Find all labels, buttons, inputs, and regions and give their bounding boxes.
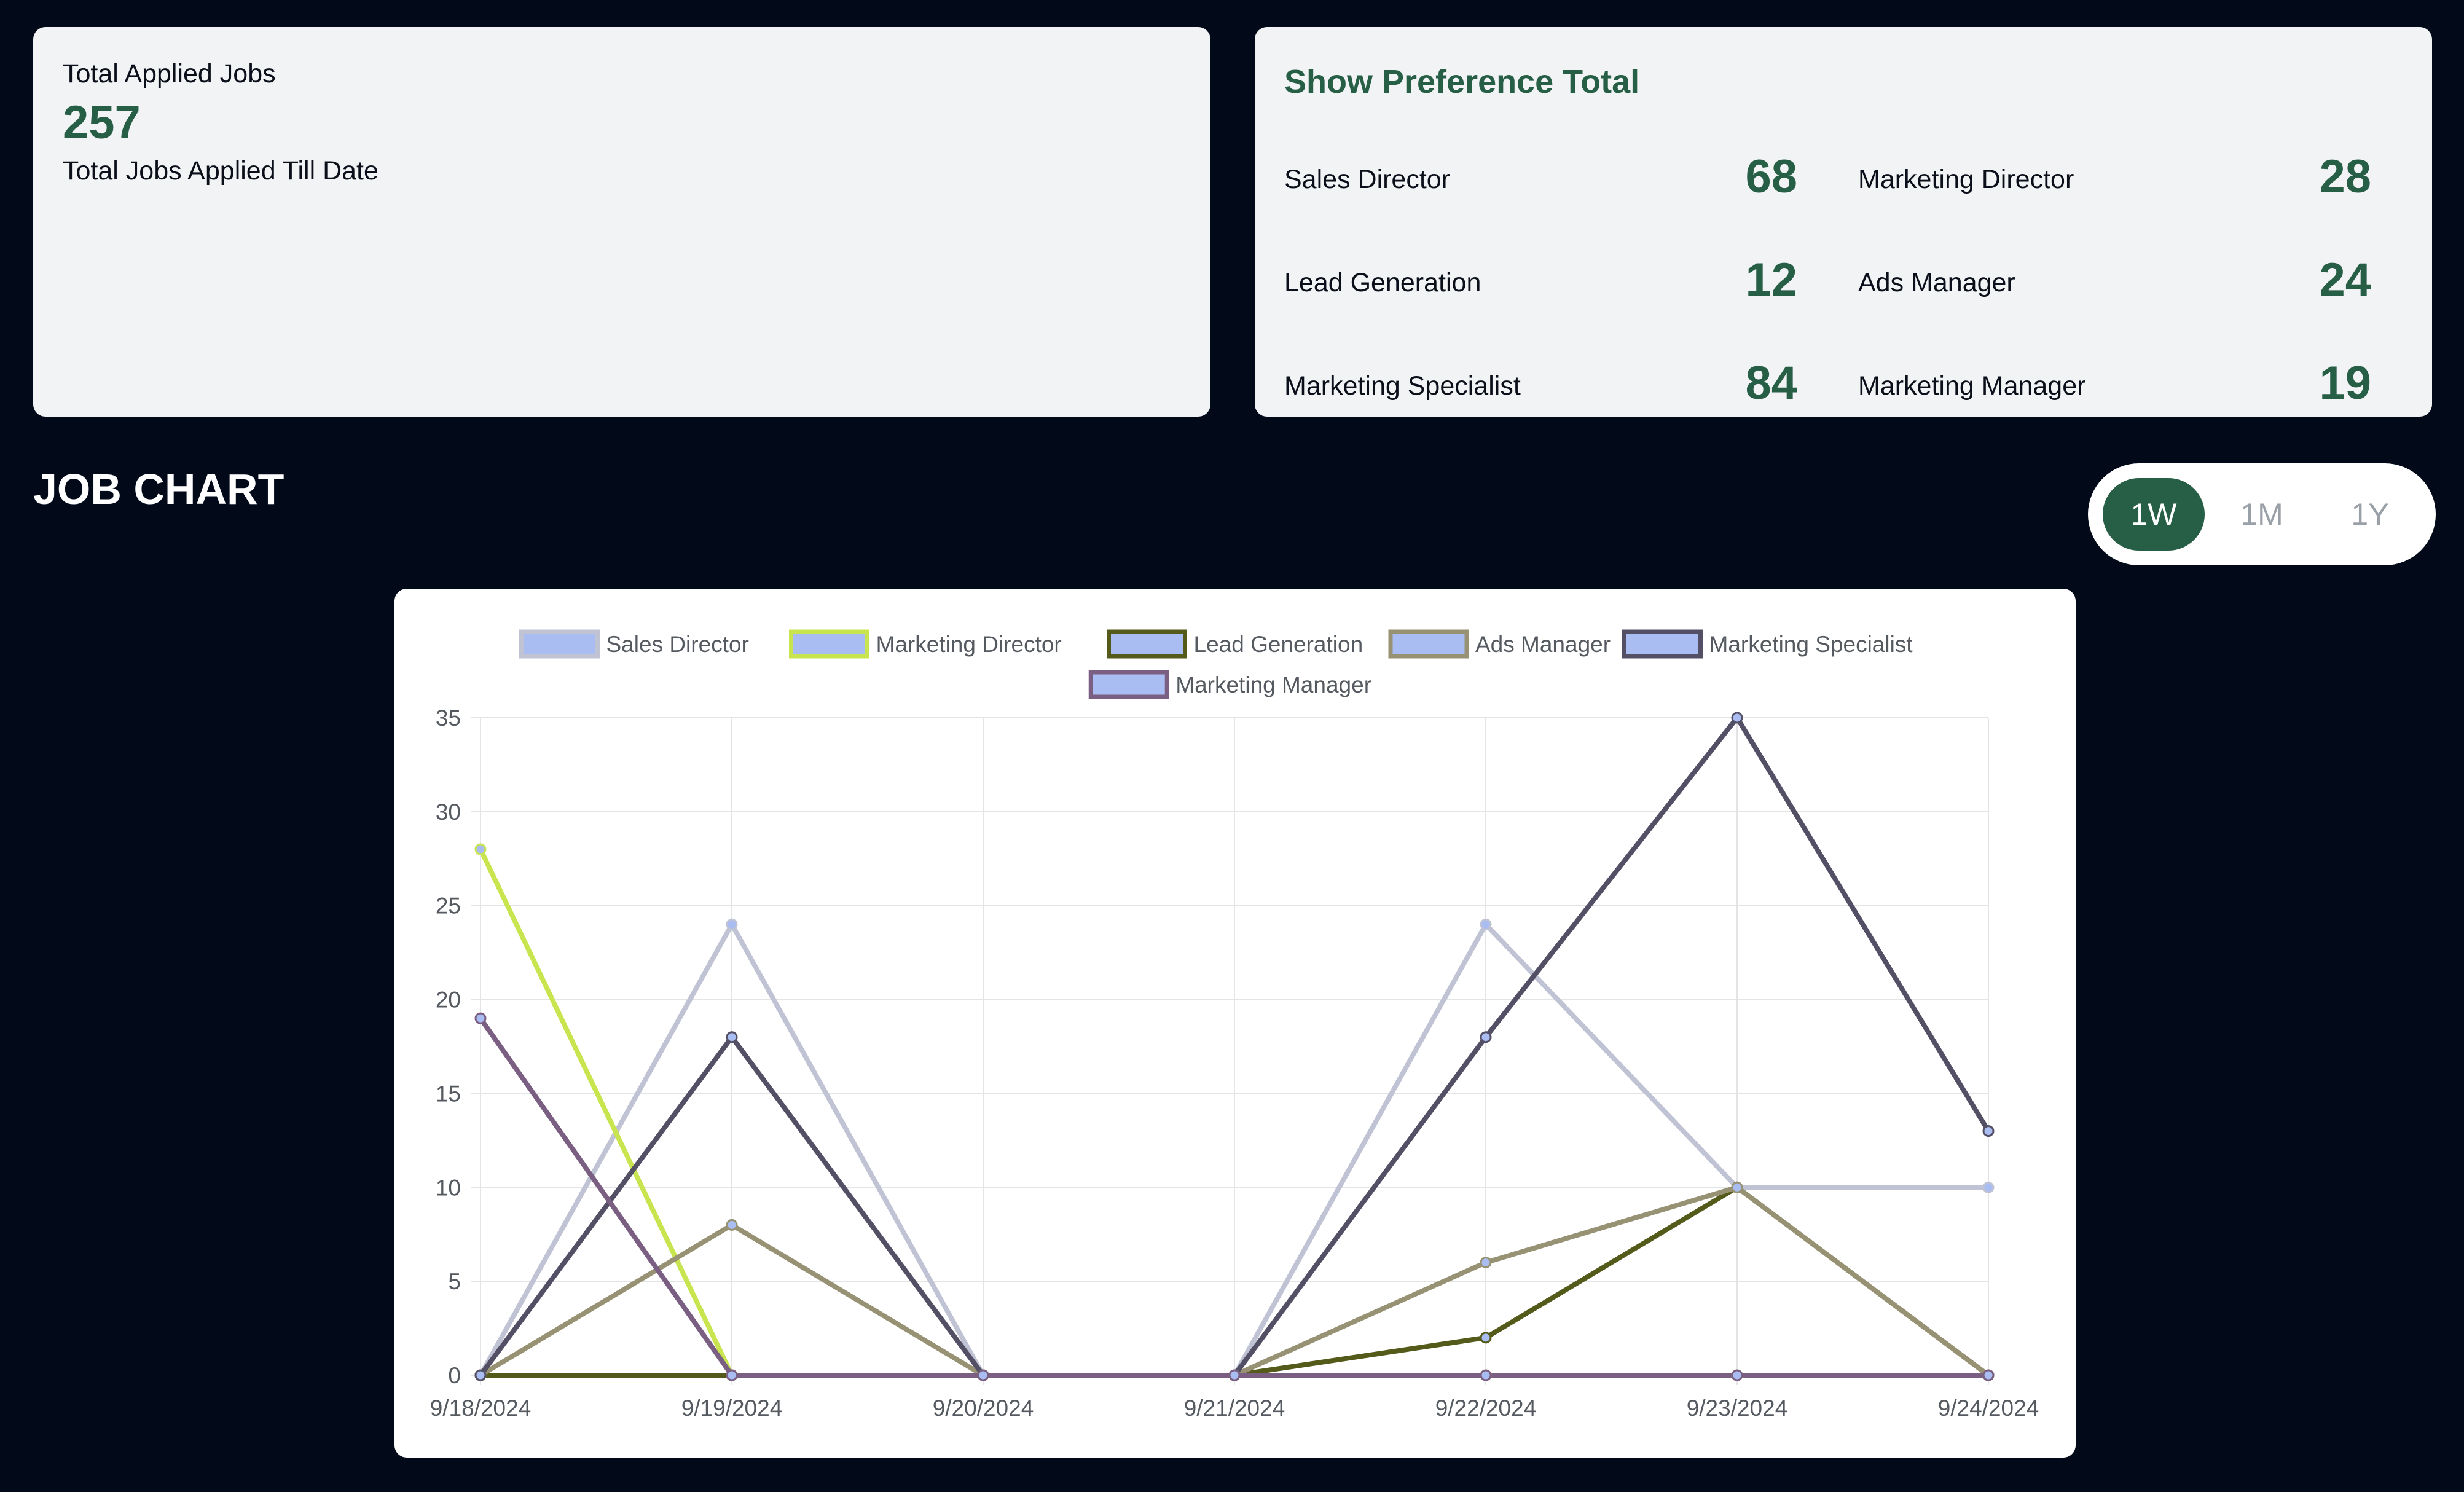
x-tick-label: 9/20/2024 xyxy=(933,1396,1034,1421)
pref-value-sales-director: 68 xyxy=(1745,151,1797,203)
legend-label: Ads Manager xyxy=(1475,632,1611,657)
preference-total-card: Show Preference Total Sales Director 68 … xyxy=(1255,27,2432,417)
y-tick-label: 20 xyxy=(436,987,461,1013)
data-point xyxy=(1480,1257,1492,1269)
x-tick-label: 9/19/2024 xyxy=(681,1396,783,1421)
data-point xyxy=(474,1369,487,1381)
total-applied-subtitle: Total Jobs Applied Till Date xyxy=(63,156,379,186)
data-point xyxy=(726,1031,738,1043)
job-chart-card: 0 5 10 15 20 25 30 35 9/18/2024 9/19/2024 9/20/202… xyxy=(394,589,2076,1458)
legend-label: Marketing Director xyxy=(876,632,1062,657)
y-tick-label: 10 xyxy=(436,1175,461,1200)
job-line-chart: 0 5 10 15 20 25 30 35 9/18/2024 9/19/2024 9/20/202… xyxy=(430,629,2039,1421)
pref-value-marketing-director: 28 xyxy=(2319,151,2371,203)
data-point xyxy=(474,1012,487,1024)
data-point xyxy=(726,1369,738,1381)
legend-label: Lead Generation xyxy=(1194,632,1363,657)
legend-label: Marketing Specialist xyxy=(1709,632,1913,657)
range-toggle: 1W 1M 1Y xyxy=(2088,463,2436,565)
job-chart-heading: JOB CHART xyxy=(33,465,284,513)
legend-swatch xyxy=(1622,629,1703,659)
x-tick-label: 9/23/2024 xyxy=(1687,1396,1788,1421)
range-1y-button[interactable]: 1Y xyxy=(2351,497,2389,532)
data-point xyxy=(1731,1181,1743,1193)
legend-swatch xyxy=(1088,670,1169,699)
total-applied-card: Total Applied Jobs 257 Total Jobs Applie… xyxy=(33,27,1210,417)
pref-value-marketing-manager: 19 xyxy=(2319,357,2371,409)
y-tick-label: 15 xyxy=(436,1081,461,1106)
legend-swatch xyxy=(519,629,600,659)
y-tick-label: 35 xyxy=(436,705,461,731)
data-point xyxy=(1982,1125,1995,1137)
pref-value-marketing-specialist: 84 xyxy=(1745,357,1797,409)
y-tick-label: 5 xyxy=(448,1269,461,1294)
data-point xyxy=(1982,1369,1995,1381)
preference-total-title: Show Preference Total xyxy=(1284,63,1640,100)
legend-swatch xyxy=(1107,629,1187,659)
pref-label-ads-manager: Ads Manager xyxy=(1858,268,2015,297)
y-tick-label: 30 xyxy=(436,799,461,825)
data-point xyxy=(1228,1369,1241,1381)
x-tick-label: 9/18/2024 xyxy=(430,1396,532,1421)
data-point xyxy=(1480,918,1492,930)
y-tick-label: 0 xyxy=(448,1363,461,1388)
x-tick-label: 9/22/2024 xyxy=(1435,1396,1537,1421)
data-point xyxy=(474,843,487,855)
total-applied-count: 257 xyxy=(63,96,141,149)
pref-label-lead-generation: Lead Generation xyxy=(1284,268,1481,297)
pref-label-marketing-manager: Marketing Manager xyxy=(1858,371,2086,401)
y-tick-label: 25 xyxy=(436,893,461,919)
legend-label: Sales Director xyxy=(606,632,749,657)
data-point xyxy=(1982,1181,1995,1193)
data-point xyxy=(1731,712,1743,724)
x-tick-label: 9/24/2024 xyxy=(1938,1396,2039,1421)
range-1m-button[interactable]: 1M xyxy=(2240,497,2283,532)
range-1w-button[interactable]: 1W xyxy=(2103,478,2205,551)
data-point xyxy=(726,918,738,930)
data-point xyxy=(1731,1369,1743,1381)
data-point xyxy=(977,1369,989,1381)
legend-label: Marketing Manager xyxy=(1175,672,1371,697)
pref-value-lead-generation: 12 xyxy=(1745,254,1797,306)
data-point xyxy=(1480,1369,1492,1381)
legend-swatch xyxy=(789,629,869,659)
pref-label-marketing-specialist: Marketing Specialist xyxy=(1284,371,1521,401)
data-point xyxy=(726,1219,738,1231)
total-applied-title: Total Applied Jobs xyxy=(63,59,276,88)
data-point xyxy=(1480,1031,1492,1043)
x-tick-label: 9/21/2024 xyxy=(1184,1396,1285,1421)
pref-label-marketing-director: Marketing Director xyxy=(1858,165,2074,194)
pref-value-ads-manager: 24 xyxy=(2319,254,2371,306)
data-point xyxy=(1480,1332,1492,1344)
pref-label-sales-director: Sales Director xyxy=(1284,165,1451,194)
legend-swatch xyxy=(1388,629,1469,659)
